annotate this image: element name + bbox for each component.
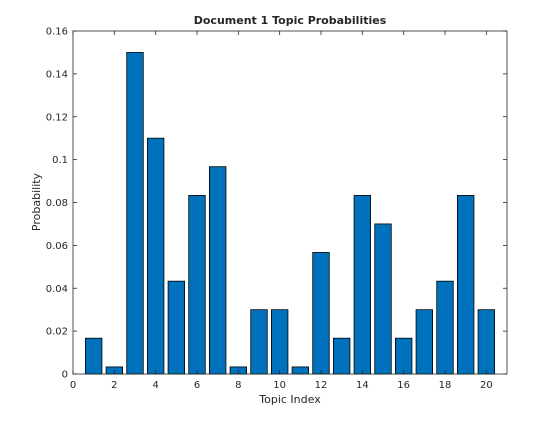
x-tick-label: 12 (315, 380, 328, 391)
bar-topic-4 (146, 137, 165, 375)
y-tick-label: 0.16 (46, 27, 68, 38)
x-tick-label: 2 (111, 380, 117, 391)
bar-topic-18 (436, 280, 454, 375)
y-tick-label: 0.08 (46, 198, 68, 209)
bar-topic-10 (270, 309, 289, 375)
plot-area (73, 31, 507, 374)
x-tick-label: 20 (480, 380, 493, 391)
bar-topic-20 (477, 309, 496, 375)
x-axis-label: Topic Index (258, 393, 321, 406)
x-tick-label: 6 (194, 380, 200, 391)
y-axis-label: Probability (30, 172, 43, 231)
x-tick-label: 0 (70, 380, 76, 391)
bar-topic-3 (126, 52, 144, 375)
bar-topic-11 (291, 366, 310, 375)
x-tick-label: 4 (152, 380, 158, 391)
y-tick-label: 0.12 (46, 112, 68, 123)
bar-topic-6 (188, 195, 206, 375)
bar-topic-12 (312, 252, 330, 375)
bar-topic-5 (167, 280, 186, 375)
bar-topic-1 (85, 337, 103, 375)
y-tick-label: 0.06 (46, 241, 68, 252)
x-tick-label: 10 (273, 380, 286, 391)
bar-topic-17 (415, 309, 434, 375)
y-tick-label: 0.04 (46, 284, 68, 295)
chart-title: Document 1 Topic Probabilities (194, 14, 387, 27)
x-tick-label: 8 (235, 380, 241, 391)
y-tick-label: 0.02 (46, 327, 68, 338)
x-tick-label: 18 (439, 380, 452, 391)
bar-topic-15 (374, 223, 392, 375)
x-tick-label: 16 (397, 380, 410, 391)
bar-topic-7 (208, 166, 227, 375)
bar-topic-13 (332, 337, 351, 375)
bar-topic-9 (250, 309, 268, 375)
bar-topic-19 (456, 195, 475, 375)
y-tick-label: 0.1 (52, 155, 68, 166)
y-tick-label: 0.14 (46, 69, 68, 80)
x-tick-label: 14 (356, 380, 369, 391)
y-tick-label: 0 (62, 370, 68, 381)
axes-group: 0 2 4 6 8 10 12 14 16 18 20 0 0.02 0.04 0.06 0.08 0.1 0.1… (46, 27, 508, 391)
bar-topic-14 (353, 195, 372, 375)
bar-topic-16 (394, 337, 413, 375)
